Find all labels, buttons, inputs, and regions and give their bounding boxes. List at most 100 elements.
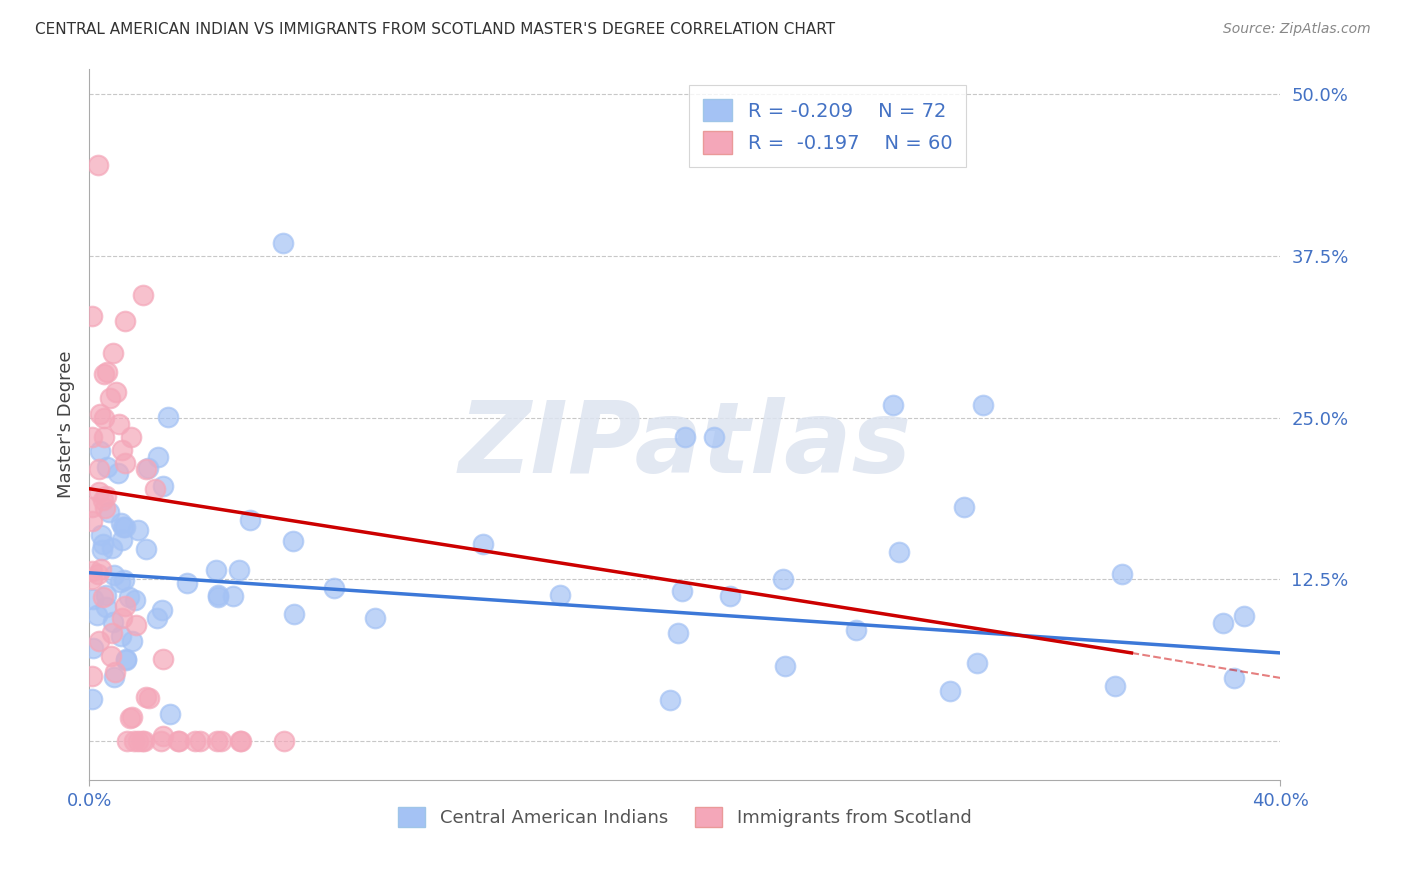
- Point: [89, 444, 111, 458]
- Point: [93, 410, 115, 425]
- Point: [80, 564, 103, 578]
- Point: [90, 527, 112, 541]
- Point: [127, 734, 149, 748]
- Point: [80, 514, 103, 528]
- Point: [150, 734, 173, 748]
- Point: [103, 665, 125, 680]
- Point: [103, 670, 125, 684]
- Point: [143, 482, 166, 496]
- Point: [91, 591, 114, 605]
- Y-axis label: Master's Degree: Master's Degree: [58, 351, 75, 498]
- Point: [283, 534, 305, 549]
- Point: [110, 516, 132, 530]
- Point: [1233, 608, 1256, 623]
- Point: [146, 611, 169, 625]
- Point: [87, 567, 110, 582]
- Point: [90, 562, 112, 576]
- Point: [93, 368, 115, 382]
- Point: [221, 589, 243, 603]
- Point: [548, 588, 571, 602]
- Point: [146, 450, 169, 464]
- Point: [152, 729, 174, 743]
- Point: [82, 592, 104, 607]
- Point: [100, 648, 122, 663]
- Point: [939, 683, 962, 698]
- Point: [271, 235, 294, 250]
- Point: [91, 493, 114, 508]
- Point: [124, 593, 146, 607]
- Point: [94, 489, 117, 503]
- Text: Source: ZipAtlas.com: Source: ZipAtlas.com: [1223, 22, 1371, 37]
- Point: [156, 410, 179, 425]
- Point: [93, 430, 115, 444]
- Point: [118, 590, 141, 604]
- Point: [87, 633, 110, 648]
- Point: [115, 653, 138, 667]
- Point: [112, 574, 135, 588]
- Point: [718, 589, 741, 603]
- Point: [703, 430, 725, 444]
- Point: [1223, 671, 1246, 685]
- Point: [80, 692, 103, 706]
- Point: [176, 576, 198, 591]
- Point: [184, 734, 207, 748]
- Point: [80, 669, 103, 683]
- Point: [114, 520, 136, 534]
- Point: [91, 543, 114, 558]
- Point: [80, 572, 103, 586]
- Point: [111, 533, 134, 548]
- Point: [80, 309, 103, 323]
- Point: [111, 520, 134, 534]
- Point: [472, 537, 495, 551]
- Point: [135, 462, 157, 476]
- Point: [120, 430, 142, 444]
- Point: [80, 430, 103, 444]
- Point: [114, 456, 136, 470]
- Point: [167, 734, 190, 748]
- Point: [115, 652, 138, 666]
- Legend: Central American Indians, Immigrants from Scotland: Central American Indians, Immigrants fro…: [391, 800, 979, 835]
- Point: [89, 407, 111, 421]
- Point: [673, 430, 696, 444]
- Text: CENTRAL AMERICAN INDIAN VS IMMIGRANTS FROM SCOTLAND MASTER'S DEGREE CORRELATION : CENTRAL AMERICAN INDIAN VS IMMIGRANTS FR…: [35, 22, 835, 37]
- Point: [117, 734, 139, 748]
- Point: [1212, 616, 1234, 631]
- Point: [114, 599, 136, 614]
- Point: [138, 691, 160, 706]
- Point: [87, 159, 110, 173]
- Point: [111, 611, 134, 625]
- Point: [229, 734, 252, 748]
- Point: [103, 615, 125, 630]
- Point: [239, 513, 262, 527]
- Point: [972, 398, 994, 412]
- Point: [952, 500, 974, 515]
- Point: [111, 442, 134, 457]
- Point: [96, 365, 118, 379]
- Point: [108, 574, 131, 589]
- Point: [150, 603, 173, 617]
- Point: [104, 384, 127, 399]
- Point: [773, 658, 796, 673]
- Point: [135, 690, 157, 705]
- Point: [127, 523, 149, 537]
- Text: ZIPatlas: ZIPatlas: [458, 397, 911, 494]
- Point: [889, 545, 911, 559]
- Point: [273, 734, 295, 748]
- Point: [323, 581, 346, 595]
- Point: [80, 500, 103, 515]
- Point: [118, 711, 141, 725]
- Point: [205, 734, 228, 748]
- Point: [882, 398, 904, 412]
- Point: [96, 600, 118, 615]
- Point: [659, 692, 682, 706]
- Point: [122, 734, 145, 748]
- Point: [772, 572, 794, 586]
- Point: [131, 734, 153, 748]
- Point: [671, 584, 693, 599]
- Point: [231, 734, 253, 748]
- Point: [89, 462, 111, 476]
- Point: [283, 607, 305, 621]
- Point: [107, 467, 129, 481]
- Point: [101, 625, 124, 640]
- Point: [89, 484, 111, 499]
